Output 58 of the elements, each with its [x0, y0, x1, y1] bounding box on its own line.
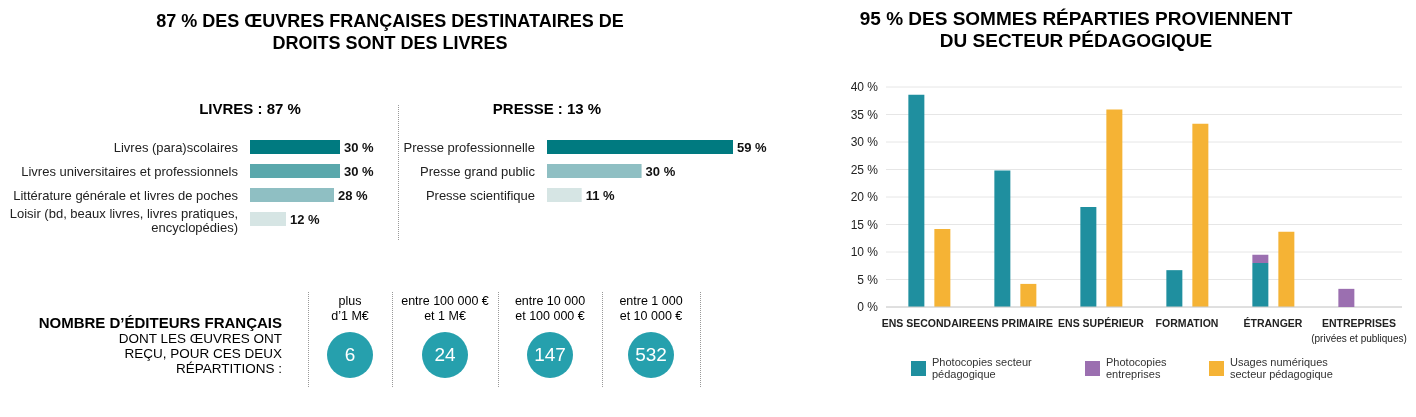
category-label: entre 10 000 et 100 000 €	[513, 294, 587, 325]
category-label: entre 1 000 et 10 000 €	[618, 294, 684, 325]
y-tick-label: Presse grand public	[420, 164, 536, 179]
data-label: 59 %	[737, 140, 768, 155]
data-label: 147	[534, 344, 566, 365]
chart-title: PRESSE : 13 %	[491, 100, 603, 117]
x-tick-label: FORMATION	[1155, 317, 1219, 329]
text: DONT LES ŒUVRES ONT REÇU, POUR CES DEUX RÉPARTITIONS :	[117, 331, 282, 376]
category-label: plus d’1 M€	[330, 294, 370, 325]
bar	[1106, 109, 1123, 307]
chart-title: 95 % DES SOMMES RÉPARTIES PROVIENNENT DU SECTEUR PÉDAGOGIQUE	[858, 8, 1294, 52]
legend-label: Photocopies secteur pédagogique	[932, 356, 1033, 380]
y-tick-label: 30 %	[850, 135, 879, 150]
y-tick-label: 40 %	[850, 80, 879, 95]
bar	[1252, 254, 1269, 263]
bar	[1338, 288, 1355, 307]
x-tick-label: ENTREPRISES (privées et publiques)	[1311, 317, 1407, 344]
y-tick-label: 35 %	[850, 107, 879, 122]
data-label: 6	[344, 344, 356, 365]
x-tick-label: ÉTRANGER	[1243, 317, 1303, 329]
bar	[1192, 123, 1209, 307]
y-tick-label: Presse professionnelle	[403, 140, 535, 155]
y-tick-label: 5 %	[857, 272, 879, 287]
data-label: 30 %	[344, 140, 375, 155]
y-tick-label: Littérature générale et livres de poches	[13, 188, 239, 203]
legend-label: Usages numériques secteur pédagogique	[1230, 356, 1334, 380]
data-label: 30 %	[645, 164, 676, 179]
bar	[1278, 231, 1295, 307]
y-tick-label: Presse scientifique	[425, 188, 535, 203]
x-tick-label: ENS PRIMAIRE	[977, 317, 1053, 329]
x-tick-label: ENS SUPÉRIEUR	[1058, 317, 1145, 329]
category-label: entre 100 000 € et 1 M€	[400, 294, 490, 325]
bar	[1020, 283, 1037, 307]
data-label: 12 %	[290, 212, 321, 227]
bar	[1080, 206, 1097, 307]
data-label: 28 %	[338, 188, 369, 203]
chart-subtitle: LIVRES : 87 %	[198, 100, 302, 117]
bar	[1252, 263, 1269, 307]
y-tick-label: 10 %	[850, 245, 879, 260]
data-label: 532	[635, 344, 667, 365]
text: 87 % DES ŒUVRES FRANÇAISES DESTINATAIRES DE DROITS SONT DES LIVRES	[155, 10, 625, 54]
text: NOMBRE D’ÉDITEURS FRANÇAIS	[37, 314, 282, 331]
legend-label: Photocopies entreprises	[1106, 356, 1168, 380]
y-tick-label: 15 %	[850, 217, 879, 232]
y-tick-label: 0 %	[857, 300, 879, 315]
bar	[994, 170, 1011, 307]
data-label: 30 %	[344, 164, 375, 179]
data-label: 11 %	[585, 188, 616, 203]
y-tick-label: 20 %	[850, 190, 879, 205]
y-tick-label: 25 %	[850, 162, 879, 177]
y-tick-label: Livres (para)scolaires	[113, 140, 239, 155]
bar	[908, 94, 925, 307]
bar	[934, 228, 951, 307]
y-tick-label: Livres universitaires et professionnels	[21, 164, 239, 179]
x-tick-label: ENS SECONDAIRE	[881, 317, 977, 329]
bar	[1166, 270, 1183, 307]
y-tick-label: Loisir (bd, beaux livres, livres pratiques, encyclopédies)	[9, 206, 238, 235]
data-label: 24	[434, 344, 456, 365]
